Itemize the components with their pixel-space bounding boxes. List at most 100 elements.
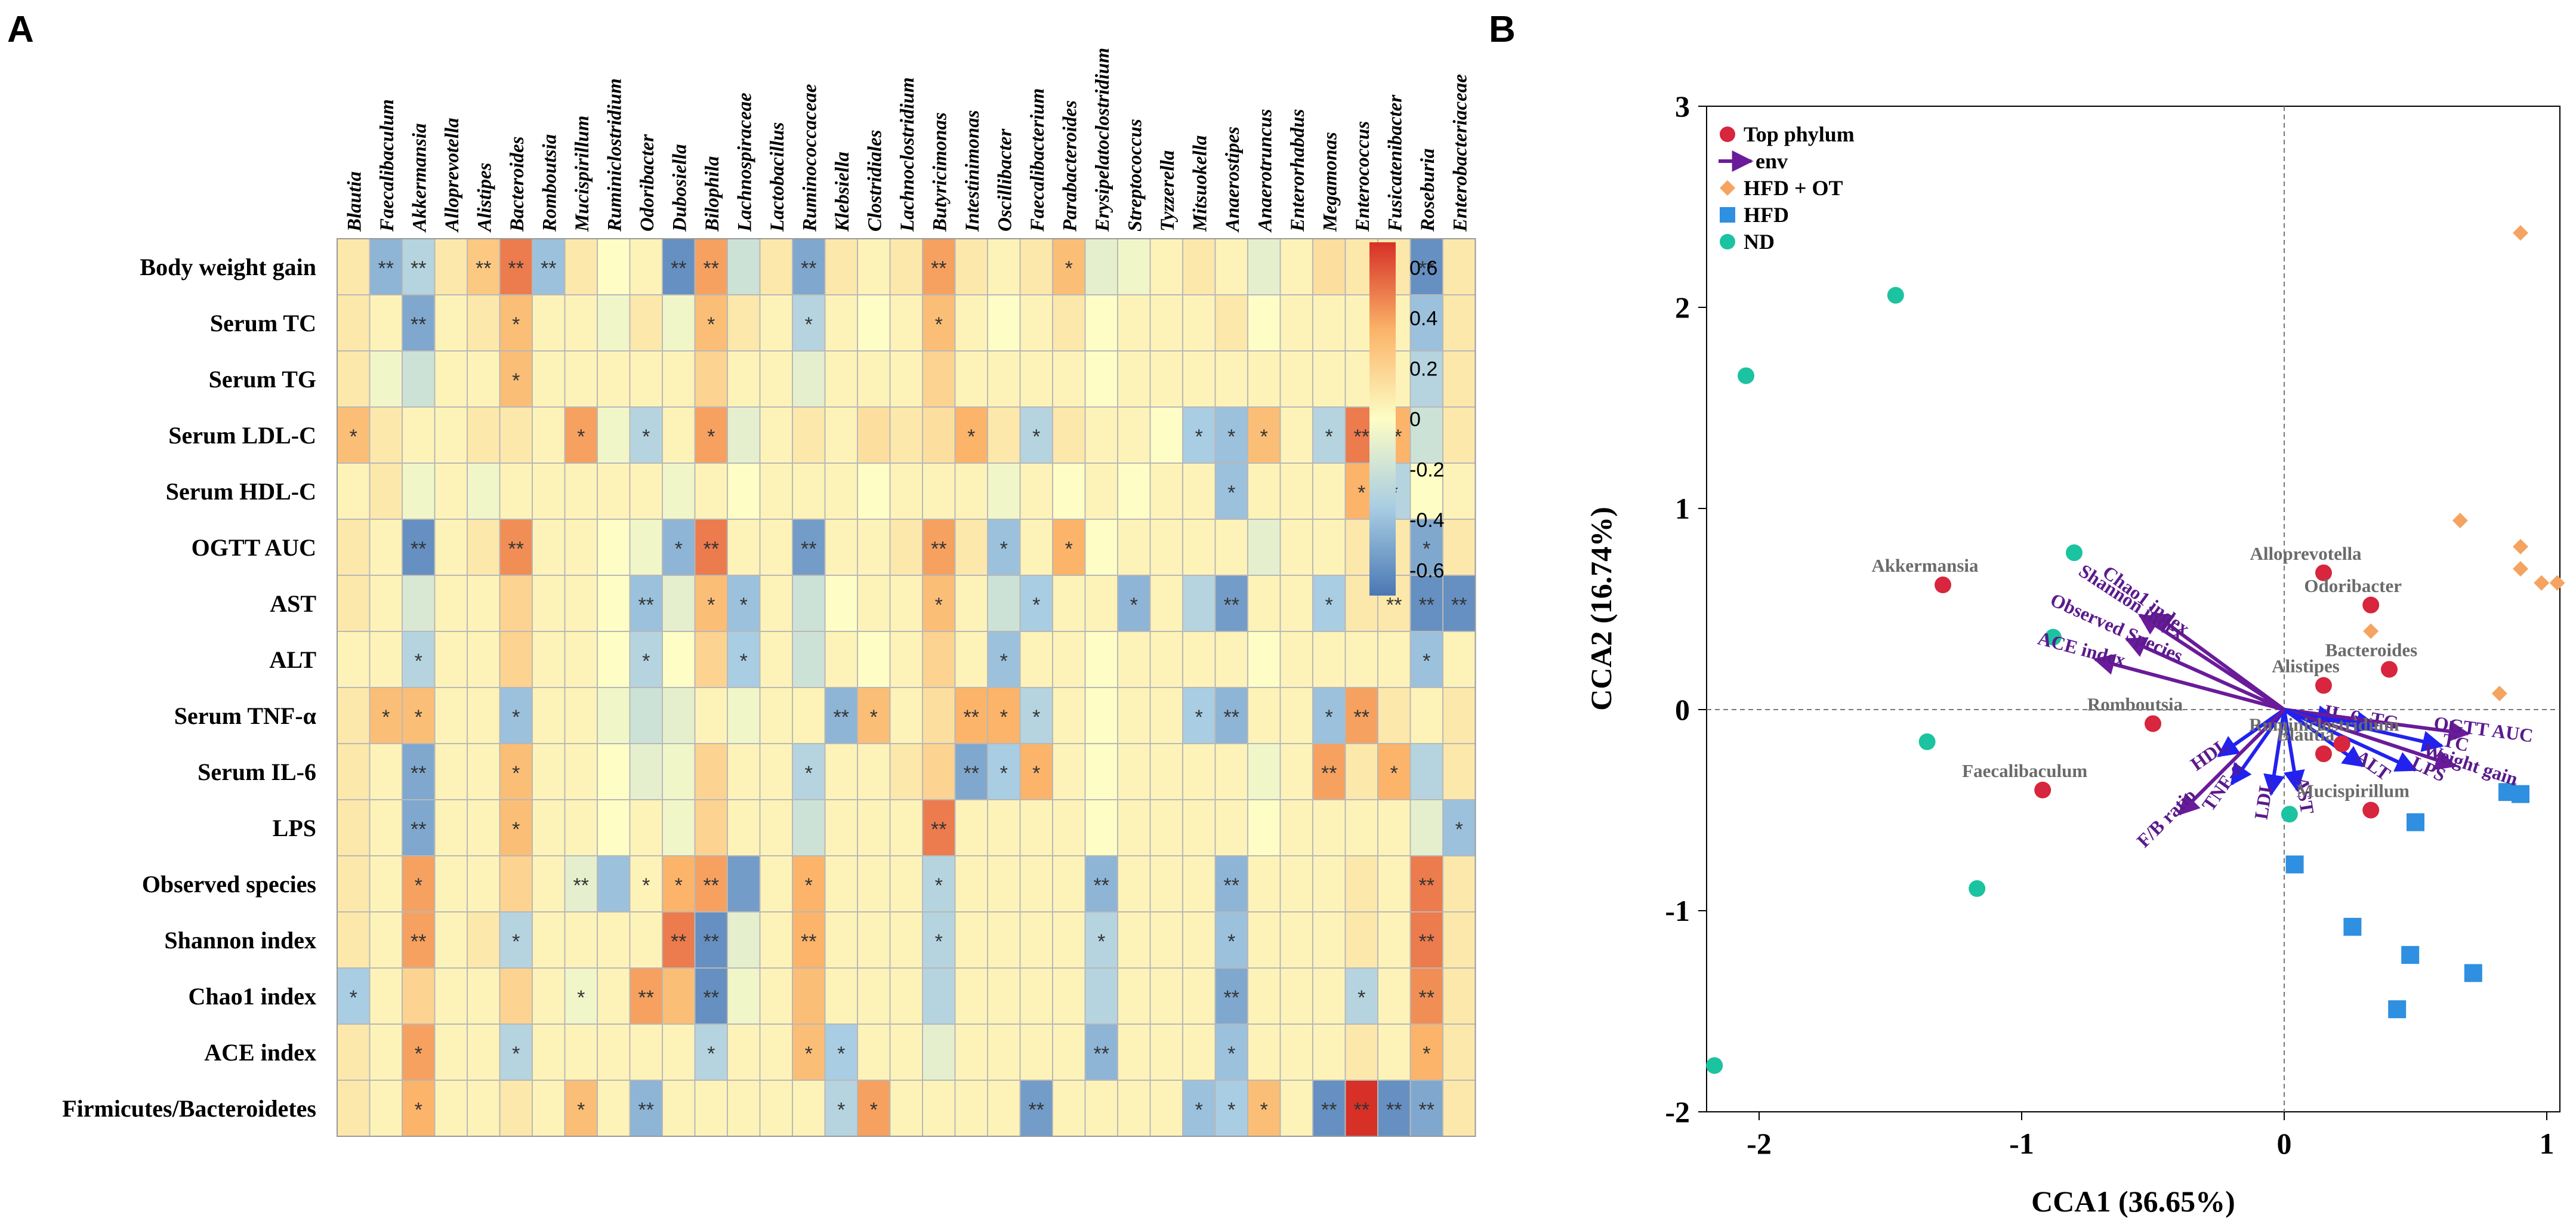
heatmap-cell [629,1080,663,1137]
heatmap-cell [1182,855,1216,912]
significance-mark: ** [1419,257,1434,280]
heatmap-cell [1442,294,1476,352]
heatmap-cell [792,1080,826,1137]
heatmap-cell [369,350,403,408]
heatmap-cell [922,294,956,352]
heatmap-cell [434,631,468,688]
significance-mark: * [512,930,520,953]
significance-mark: * [1195,1099,1203,1121]
row-label: Serum IL-6 [198,759,316,785]
significance-mark: * [707,426,715,448]
heatmap-cell [727,799,761,856]
heatmap-cell [467,406,501,464]
significance-mark: ** [541,257,556,280]
heatmap-cell [1442,463,1476,520]
column-label: Tyzzerella [1157,150,1179,232]
significance-mark: ** [801,930,816,953]
heatmap-cell [857,799,891,856]
heatmap-cell [1149,406,1183,464]
heatmap-cell [597,463,631,520]
legend-label: Top phylum [1744,122,1855,146]
heatmap-cell [369,463,403,520]
heatmap-cell [337,799,371,856]
column-label: Klebsiella [832,152,853,232]
heatmap-cell [727,911,761,969]
heatmap-cell [1149,350,1183,408]
row-label: Serum TG [209,366,316,393]
heatmap-cell [1344,743,1378,800]
heatmap-cell [1279,350,1313,408]
heatmap-cell [1344,1023,1378,1081]
heatmap-cell [1409,575,1443,632]
significance-mark: * [1325,594,1333,616]
heatmap-cell [1279,967,1313,1025]
heatmap-row-labels: Body weight gain Serum TC Serum TG Serum LD… [62,254,316,1122]
heatmap-cell [402,631,436,688]
heatmap-cell [467,463,501,520]
env-arrow [2124,637,2285,711]
heatmap-cell [629,631,663,688]
significance-mark: ** [1386,594,1402,616]
heatmap-cell [369,519,403,576]
significance-mark: ** [1419,1099,1434,1121]
heatmap-cell [564,855,598,912]
heatmap-cell [1117,406,1151,464]
axis-ticks: -2 -1 0 1 3 2 1 0 -1 -2 [1665,90,2554,1160]
heatmap-cell [889,911,923,969]
significance-mark: ** [704,874,719,897]
heatmap-cell [759,743,793,800]
heatmap-cell [467,687,501,744]
heatmap-cell [1312,743,1346,800]
heatmap-cell [1344,967,1378,1025]
heatmap-cell [759,238,793,295]
heatmap-cell [337,1080,371,1137]
heatmap-cell [1149,911,1183,969]
heatmap-cell [694,743,728,800]
heatmap-cell [1247,238,1281,295]
heatmap-cell [1084,1023,1118,1081]
significance-mark: ** [704,538,719,560]
heatmap-cell [1442,631,1476,688]
heatmap-cell [662,350,696,408]
heatmap-cell [1409,799,1443,856]
heatmap-cell [532,687,566,744]
heatmap-cell [1019,799,1053,856]
significance-mark: * [805,1043,813,1065]
heatmap-cell [1247,1023,1281,1081]
column-label: Akkermansia [409,123,430,233]
heatmap-cell [857,1023,891,1081]
heatmap-cell [792,743,826,800]
heatmap-cell [564,406,598,464]
heatmap-cell [727,743,761,800]
heatmap-cell [434,294,468,352]
significance-mark: * [1260,1099,1268,1121]
significance-mark: * [577,1099,585,1121]
heatmap-cell [662,687,696,744]
heatmap-cell [629,687,663,744]
heatmap-cell [1149,743,1183,800]
heatmap-cell [954,967,988,1025]
heatmap-cell [1019,911,1053,969]
significance-mark: * [415,706,422,729]
significance-mark: ** [704,986,719,1009]
env-label: F/B ratio [2133,784,2200,852]
significance-mark: * [1325,426,1333,448]
heatmap-cell [824,463,858,520]
genus-point-label: Romboutsia [2087,694,2183,715]
heatmap-cell [857,967,891,1025]
genus-point [2315,677,2332,694]
heatmap-cell [1214,743,1248,800]
heatmap-cell [434,911,468,969]
heatmap-cell [532,799,566,856]
heatmap-cell [792,575,826,632]
heatmap-cell [1279,799,1313,856]
significance-mark: * [1227,482,1235,504]
significance-mark: ** [1321,1099,1337,1121]
significance-mark: * [415,874,422,897]
colorbar-tick-label: 0 [1409,408,1421,431]
heatmap-cell [792,294,826,352]
significance-mark: * [1390,762,1398,785]
heatmap-cell [759,911,793,969]
heatmap-cell [987,631,1021,688]
heatmap-cell [954,350,988,408]
